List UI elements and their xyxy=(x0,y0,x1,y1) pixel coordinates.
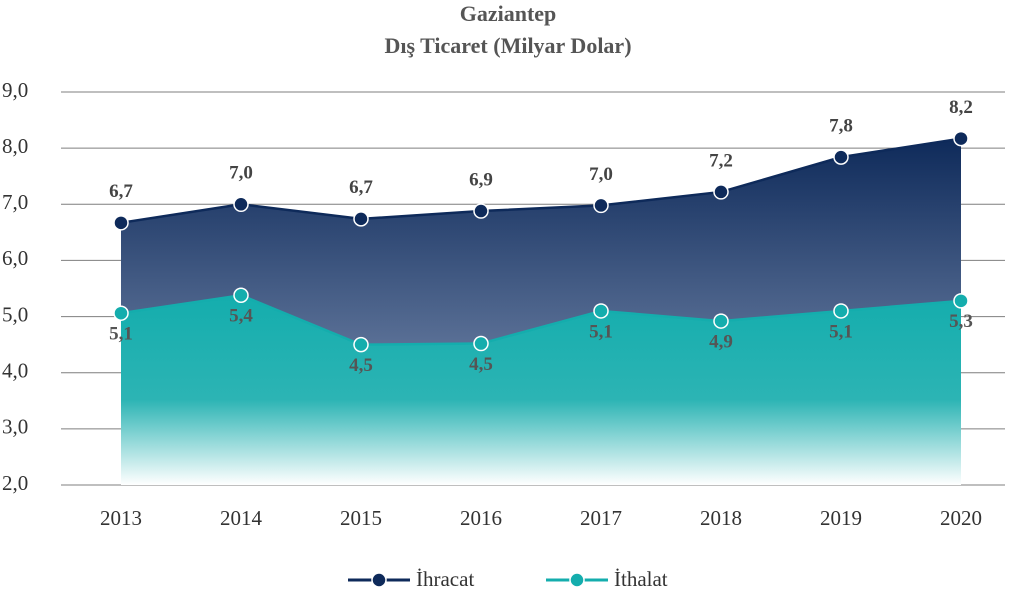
y-tick-label: 3,0 xyxy=(2,415,28,439)
chart-subtitle: Dış Ticaret (Milyar Dolar) xyxy=(384,33,631,58)
value-label: 5,1 xyxy=(829,321,853,342)
value-label: 5,1 xyxy=(109,324,133,345)
value-label: 8,2 xyxy=(949,97,973,118)
point xyxy=(593,303,609,319)
x-tick-label: 2017 xyxy=(580,506,622,530)
y-tick-label: 9,0 xyxy=(2,78,28,102)
value-label: 7,0 xyxy=(589,164,613,185)
point xyxy=(713,184,729,200)
x-tick-label: 2015 xyxy=(340,506,382,530)
x-tick-label: 2019 xyxy=(820,506,862,530)
y-tick-label: 6,0 xyxy=(2,246,28,270)
legend-label: İthalat xyxy=(614,567,668,591)
x-tick-label: 2016 xyxy=(460,506,502,530)
value-label: 5,1 xyxy=(589,321,613,342)
point xyxy=(953,293,969,309)
value-label: 7,0 xyxy=(229,163,253,184)
y-tick-label: 4,0 xyxy=(2,359,28,383)
y-tick-label: 7,0 xyxy=(2,190,28,214)
point xyxy=(953,130,969,147)
value-label: 6,7 xyxy=(109,181,133,202)
chart-title: Gaziantep xyxy=(460,1,557,26)
point xyxy=(833,303,849,319)
value-label: 6,7 xyxy=(349,177,373,198)
point xyxy=(713,313,729,329)
value-label: 4,5 xyxy=(469,354,493,375)
x-tick-label: 2013 xyxy=(100,506,142,530)
value-label: 6,9 xyxy=(469,169,493,190)
point xyxy=(593,197,609,214)
legend-label: İhracat xyxy=(416,567,474,591)
value-label: 7,2 xyxy=(709,150,733,171)
point xyxy=(233,287,249,303)
line xyxy=(120,293,962,346)
x-tick-label: 2014 xyxy=(220,506,263,530)
line xyxy=(120,137,962,225)
value-label: 4,5 xyxy=(349,355,373,376)
y-tick-label: 2,0 xyxy=(2,471,28,495)
y-tick-label: 5,0 xyxy=(2,302,28,326)
value-label: 5,3 xyxy=(949,311,973,332)
point xyxy=(833,149,849,165)
value-label: 5,4 xyxy=(229,306,253,327)
x-tick-label: 2020 xyxy=(940,506,982,530)
value-label: 4,9 xyxy=(709,331,733,352)
legend-marker xyxy=(569,572,585,588)
point xyxy=(353,211,369,227)
area xyxy=(121,295,961,485)
x-tick-label: 2018 xyxy=(700,506,742,530)
point xyxy=(473,203,489,219)
y-tick-label: 8,0 xyxy=(2,134,28,158)
point xyxy=(113,215,129,231)
point xyxy=(473,335,489,352)
value-label: 7,8 xyxy=(829,115,853,136)
point xyxy=(113,305,129,321)
point xyxy=(233,196,249,213)
legend-marker xyxy=(371,572,387,588)
point xyxy=(353,336,369,353)
